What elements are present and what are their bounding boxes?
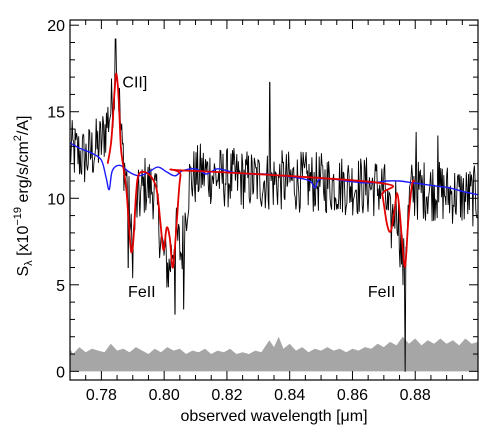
y-tick-label: 0 [56,364,65,381]
y-label-mid2: erg/s/cm [15,141,32,207]
x-tick-label: 0.84 [274,387,305,404]
y-tick-label: 20 [47,18,65,35]
line-model-curve [106,72,417,269]
y-axis-ticks: 0 5 10 15 20 [47,18,478,381]
error-band-layer [70,336,478,372]
annotations-layer: CII] FeII FeII [122,75,395,301]
y-label-mid1: [x10 [15,226,32,261]
x-axis-title: observed wavelength [μm] [180,408,367,425]
line-annotation: FeII [368,284,396,301]
y-axis-title: Sλ [x10−19 erg/s/cm2/A] [12,115,35,276]
x-tick-label: 0.86 [337,387,368,404]
y-tick-label: 10 [47,191,65,208]
line-model-layer [106,72,417,269]
line-annotation: CII] [122,75,147,92]
x-tick-label: 0.80 [149,387,180,404]
line-annotation: FeII [128,284,156,301]
y-label-prefix: S [15,266,32,277]
y-label-sub: λ [23,260,35,266]
y-label-sup2: 2 [12,135,24,141]
y-tick-label: 15 [47,105,65,122]
y-label-sup1: −19 [12,207,24,226]
x-axis-ticks: 0.78 0.80 0.82 0.84 0.86 0.88 [69,20,479,404]
y-tick-label: 5 [56,278,65,295]
x-tick-label: 0.78 [86,387,117,404]
x-tick-label: 0.82 [211,387,242,404]
error-band [70,336,478,372]
x-tick-label: 0.88 [400,387,431,404]
y-label-suffix: /A] [15,115,32,135]
